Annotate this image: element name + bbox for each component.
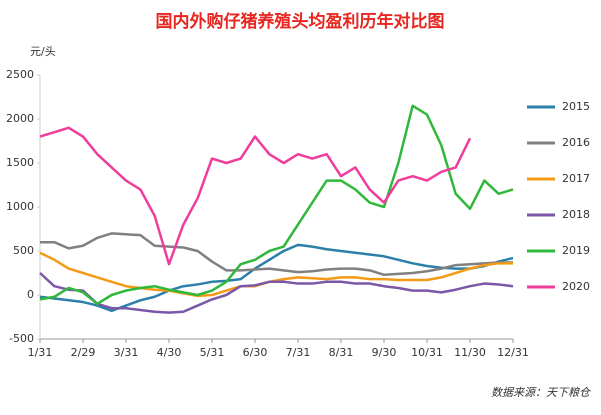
legend-label: 2018 — [562, 208, 590, 221]
x-tick-label: 10/31 — [411, 346, 443, 359]
legend-label: 2016 — [562, 136, 590, 149]
x-tick-label: 2/29 — [71, 346, 96, 359]
x-tick-label: 3/31 — [114, 346, 139, 359]
legend-label: 2015 — [562, 100, 590, 113]
x-tick-label: 11/30 — [454, 346, 486, 359]
y-tick-label: 1000 — [6, 200, 34, 213]
x-tick-label: 1/31 — [28, 346, 53, 359]
chart-title: 国内外购仔猪养殖头均盈利历年对比图 — [156, 11, 445, 32]
y-tick-label: 2500 — [6, 68, 34, 81]
source-note: 数据来源：天下粮仓 — [491, 386, 591, 399]
x-tick-label: 8/31 — [329, 346, 354, 359]
x-tick-label: 5/31 — [200, 346, 225, 359]
y-tick-label: 0 — [27, 288, 34, 301]
y-tick-label: 1500 — [6, 156, 34, 169]
x-tick-label: 7/31 — [286, 346, 311, 359]
series-line — [40, 232, 513, 277]
y-tick-label: 500 — [13, 244, 34, 257]
x-tick-label: 12/31 — [497, 346, 529, 359]
legend-label: 2017 — [562, 172, 590, 185]
x-tick-label: 4/30 — [157, 346, 182, 359]
y-tick-label: -500 — [9, 332, 34, 345]
series-line — [39, 251, 513, 298]
legend-label: 2020 — [562, 280, 590, 293]
x-tick-label: 9/30 — [372, 346, 397, 359]
legend-label: 2019 — [562, 244, 590, 257]
x-tick-label: 6/30 — [243, 346, 268, 359]
series-line — [39, 126, 472, 266]
y-tick-label: 2000 — [6, 112, 34, 125]
series-line — [39, 272, 514, 314]
series-line — [39, 104, 514, 306]
y-axis-label: 元/头 — [30, 45, 56, 58]
